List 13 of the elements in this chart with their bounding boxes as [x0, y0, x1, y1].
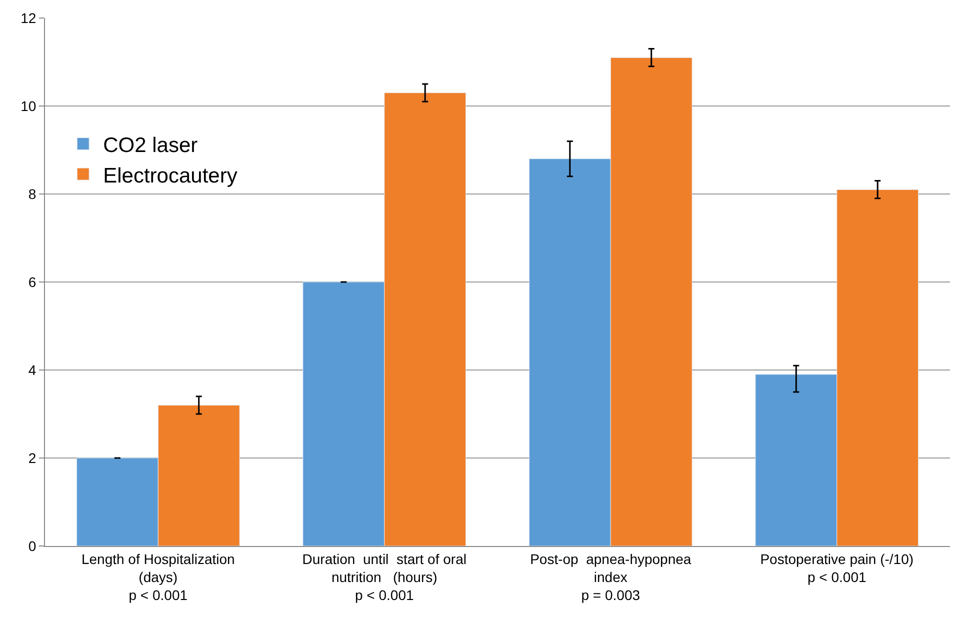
y-tick-label: 0 [28, 538, 36, 554]
x-tick-label: Length of Hospitalization (days) p < 0.001 [81, 550, 235, 604]
x-tick-label: Postoperative pain (-/10) p < 0.001 [760, 550, 914, 585]
x-tick-label: Post-op apnea-hypopnea index p = 0.003 [530, 550, 692, 604]
y-tick-label: 12 [20, 10, 36, 26]
y-tick-label: 10 [20, 98, 36, 114]
y-tick-label: 4 [28, 362, 36, 378]
y-tick-label: 2 [28, 450, 36, 466]
y-tick-label: 6 [28, 274, 36, 290]
y-tick-label: 8 [28, 186, 36, 202]
legend-label: CO2 laser [103, 134, 198, 157]
x-tick-label: Duration until start of oral nutrition (hours) p < 0.001 [302, 550, 466, 604]
legend-label: Electrocautery [103, 164, 238, 188]
